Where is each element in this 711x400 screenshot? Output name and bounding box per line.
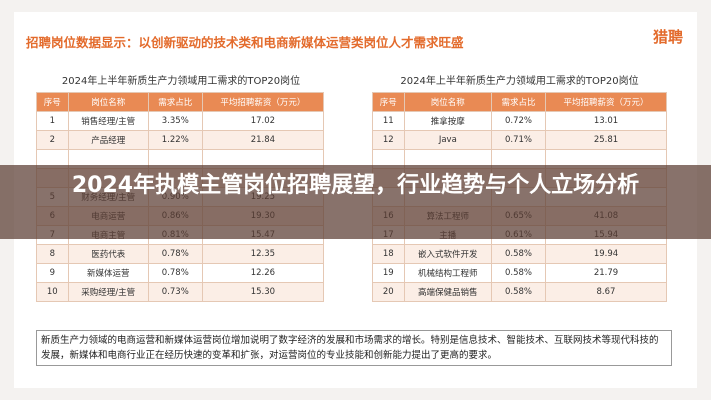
cell: 2 (36, 130, 69, 150)
row: 20 高端保健品销售 0.58% 8.67 (372, 282, 668, 302)
banner: 2024年执模主管岗位招聘展望，行业趋势与个人立场分析 (0, 165, 711, 239)
header-cell: 岗位名称 (67, 92, 149, 112)
header-cell: 平均招聘薪资（万元） (201, 92, 325, 112)
cell: 10 (36, 282, 69, 302)
cell: 12 (372, 130, 405, 150)
cell: 25.81 (544, 130, 668, 150)
cell: 推拿按摩 (403, 111, 493, 131)
note: 新质生产力领域的电商运营和新媒体运营岗位增加说明了数字经济的发展和市场需求的增长… (36, 330, 672, 366)
cell: 0.78% (147, 244, 203, 264)
row: 11 推拿按摩 0.72% 13.01 (372, 111, 668, 131)
cell: 21.79 (544, 263, 668, 283)
row: 18 嵌入式软件开发 0.58% 19.94 (372, 244, 668, 264)
cell: 采购经理/主管 (67, 282, 149, 302)
cell: 17.02 (201, 111, 325, 131)
logo: 猎聘 (652, 28, 683, 46)
cell: 12.26 (201, 263, 325, 283)
row: 1 销售经理/主管 3.35% 17.02 (36, 111, 325, 131)
cell: 21.84 (201, 130, 325, 150)
row: 8 医药代表 0.78% 12.35 (36, 244, 325, 264)
cell: 18 (372, 244, 405, 264)
cell: 0.58% (491, 244, 546, 264)
cell: 19 (372, 263, 405, 283)
cell: 医药代表 (67, 244, 149, 264)
row: 10 采购经理/主管 0.73% 15.30 (36, 282, 325, 302)
cell: 0.78% (147, 263, 203, 283)
cell: 1.22% (147, 130, 203, 150)
cell: 8.67 (544, 282, 668, 302)
header-cell: 序号 (36, 92, 69, 112)
cell: 0.58% (491, 263, 546, 283)
row: 12 Java 0.71% 25.81 (372, 130, 668, 150)
cell: 0.72% (491, 111, 546, 131)
cell: 机械结构工程师 (403, 263, 493, 283)
cell: 0.73% (147, 282, 203, 302)
header-cell: 需求占比 (147, 92, 203, 112)
header-cell: 平均招聘薪资（万元） (544, 92, 668, 112)
cell: Java (403, 130, 493, 150)
cell: 销售经理/主管 (67, 111, 149, 131)
row: 2 产品经理 1.22% 21.84 (36, 130, 325, 150)
cell: 20 (372, 282, 405, 302)
cell: 8 (36, 244, 69, 264)
cell: 11 (372, 111, 405, 131)
cell: 嵌入式软件开发 (403, 244, 493, 264)
cell: 12.35 (201, 244, 325, 264)
cell: 0.71% (491, 130, 546, 150)
table-title: 2024年上半年新质生产力领域用工需求的TOP20岗位 (61, 76, 301, 87)
cell: 15.30 (201, 282, 325, 302)
cell: 高端保健品销售 (403, 282, 493, 302)
cell: 9 (36, 263, 69, 283)
row: 19 机械结构工程师 0.58% 21.79 (372, 263, 668, 283)
table-title: 2024年上半年新质生产力领域用工需求的TOP20岗位 (400, 76, 639, 87)
cell: 3.35% (147, 111, 203, 131)
header-row: 序号 岗位名称 需求占比 平均招聘薪资（万元） (372, 92, 668, 112)
header-cell: 需求占比 (491, 92, 546, 112)
cell: 产品经理 (67, 130, 149, 150)
header-cell: 序号 (372, 92, 405, 112)
row (36, 149, 325, 169)
cell: 1 (36, 111, 69, 131)
cell: 0.58% (491, 282, 546, 302)
header-title: 招聘岗位数据显示：以创新驱动的技术类和电商新媒体运营类岗位人才需求旺盛 (26, 35, 464, 50)
cell: 19.94 (544, 244, 668, 264)
row: 9 新媒体运营 0.78% 12.26 (36, 263, 325, 283)
cell: 13.01 (544, 111, 668, 131)
cell: 新媒体运营 (67, 263, 149, 283)
header-row: 序号 岗位名称 需求占比 平均招聘薪资（万元） (36, 92, 325, 112)
header-cell: 岗位名称 (403, 92, 493, 112)
